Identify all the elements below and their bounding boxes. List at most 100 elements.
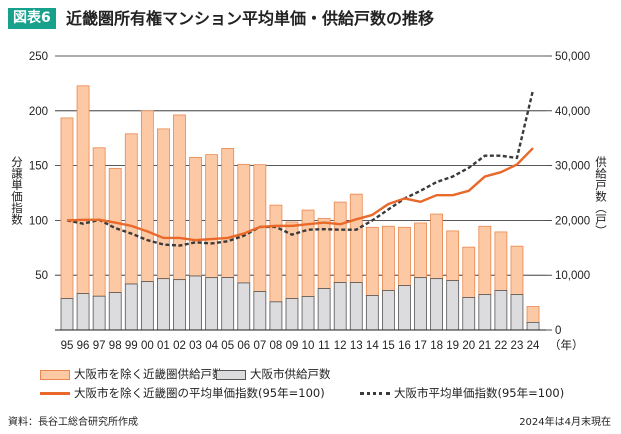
bar-osaka-supply	[157, 278, 170, 331]
bar-excl-osaka-supply	[124, 133, 138, 285]
left-tick-label: 50	[35, 270, 48, 282]
bar-osaka-supply	[317, 288, 331, 331]
bar-osaka-supply	[381, 290, 395, 331]
right-axis-label: 供給戸数（戸）	[594, 156, 608, 237]
source-note: 資料：長谷工総合研究所作成	[8, 417, 138, 428]
bar-excl-osaka-supply	[414, 222, 427, 279]
legend-swatch-orange-line	[40, 392, 70, 395]
right-tick-label: 50,000	[555, 51, 590, 63]
x-tick-label: 01	[157, 340, 170, 352]
bar-osaka-supply	[108, 292, 122, 331]
right-tick-label: 0	[555, 325, 561, 337]
x-tick-label: 24	[527, 340, 540, 352]
bar-osaka-supply	[92, 295, 106, 331]
x-tick-label: 20	[462, 340, 475, 352]
x-tick-label: 15	[382, 340, 395, 352]
left-tick-label: 250	[29, 51, 48, 63]
x-tick-label: 11	[318, 340, 330, 352]
date-note: 2024年は4月末現在	[519, 417, 611, 428]
bar-excl-osaka-supply	[365, 226, 379, 296]
bar-osaka-supply	[189, 275, 202, 331]
bar-osaka-supply	[60, 298, 74, 331]
x-tick-label: 13	[350, 340, 363, 352]
legend-item-excl-osaka-supply: 大阪市を除く近畿圏供給戸数	[40, 367, 224, 382]
x-tick-label: 10	[302, 340, 315, 352]
right-tick-label: 20,000	[555, 215, 590, 227]
x-tick-label: 12	[334, 340, 347, 352]
bar-excl-osaka-supply	[478, 225, 492, 295]
bar-osaka-supply	[494, 290, 508, 331]
bar-excl-osaka-supply	[140, 110, 154, 283]
x-tick-label: 23	[511, 340, 524, 352]
bar-osaka-supply	[462, 297, 476, 331]
bar-excl-osaka-supply	[381, 225, 395, 291]
bar-osaka-supply	[349, 282, 363, 331]
bar-osaka-supply	[269, 301, 283, 331]
x-tick-label: 19	[446, 340, 459, 352]
bar-osaka-supply	[173, 279, 186, 331]
legend-label: 大阪市供給戸数	[250, 367, 331, 381]
x-tick-label: 08	[270, 340, 283, 352]
bar-excl-osaka-supply	[60, 117, 74, 299]
left-axis-label: 分譲単価指数	[10, 156, 24, 225]
bar-osaka-supply	[398, 285, 411, 331]
x-tick-label: 18	[430, 340, 443, 352]
bar-excl-osaka-supply	[157, 128, 170, 280]
bar-excl-osaka-supply	[76, 85, 90, 294]
bar-osaka-supply	[526, 321, 540, 331]
figure-badge: 図表6	[8, 8, 56, 29]
bar-osaka-supply	[414, 277, 427, 331]
right-tick-label: 10,000	[555, 270, 590, 282]
bar-excl-osaka-supply	[205, 154, 219, 279]
bar-osaka-supply	[140, 281, 154, 331]
bar-excl-osaka-supply	[494, 231, 508, 291]
bar-osaka-supply	[446, 280, 460, 331]
legend-item-osaka-supply: 大阪市供給戸数	[216, 367, 331, 382]
bar-osaka-supply	[237, 282, 251, 331]
right-tick-label: 30,000	[555, 161, 590, 173]
line-osaka-index	[66, 89, 535, 247]
legend-swatch-dashed-line	[360, 392, 390, 395]
x-tick-label: 16	[398, 340, 411, 352]
x-tick-label: 09	[286, 340, 299, 352]
x-tick-label: 05	[221, 340, 234, 352]
legend-swatch-gray-bar	[216, 369, 246, 380]
legend-label: 大阪市平均単価指数(95年=100)	[394, 386, 565, 400]
bar-osaka-supply	[221, 277, 235, 331]
bar-excl-osaka-supply	[237, 163, 251, 284]
legend-swatch-orange-bar	[40, 369, 70, 380]
right-tick-label: 40,000	[555, 106, 590, 118]
bar-excl-osaka-supply	[221, 148, 235, 279]
chart-title: 近畿圏所有権マンション平均単価・供給戸数の推移	[66, 9, 435, 28]
bar-excl-osaka-supply	[430, 213, 444, 280]
x-tick-label: 17	[414, 340, 427, 352]
left-tick-label: 150	[29, 161, 48, 173]
x-tick-label: 06	[237, 340, 250, 352]
x-tick-label: 97	[93, 340, 106, 352]
x-tick-label: 07	[253, 340, 266, 352]
x-tick-label: 03	[189, 340, 202, 352]
bar-osaka-supply	[301, 296, 315, 331]
bar-osaka-supply	[510, 294, 524, 331]
left-tick-label: 200	[29, 106, 48, 118]
x-tick-label: 95	[61, 340, 74, 352]
bar-osaka-supply	[205, 277, 219, 331]
x-tick-label: 14	[366, 340, 379, 352]
bar-excl-osaka-supply	[173, 114, 186, 281]
bar-osaka-supply	[365, 295, 379, 331]
bar-excl-osaka-supply	[189, 156, 202, 277]
x-tick-label: 21	[478, 340, 491, 352]
bar-excl-osaka-supply	[349, 193, 363, 283]
x-tick-label: 22	[494, 340, 507, 352]
legend-item-excl-osaka-index: 大阪市を除く近畿圏の平均単価指数(95年=100)	[40, 386, 325, 401]
bar-excl-osaka-supply	[462, 246, 476, 298]
legend-label: 大阪市を除く近畿圏の平均単価指数(95年=100)	[74, 386, 325, 400]
bar-excl-osaka-supply	[333, 201, 347, 283]
bar-excl-osaka-supply	[510, 245, 524, 295]
bar-excl-osaka-supply	[446, 230, 460, 282]
bar-osaka-supply	[253, 291, 267, 331]
x-tick-label: 04	[205, 340, 218, 352]
bar-excl-osaka-supply	[526, 306, 540, 323]
